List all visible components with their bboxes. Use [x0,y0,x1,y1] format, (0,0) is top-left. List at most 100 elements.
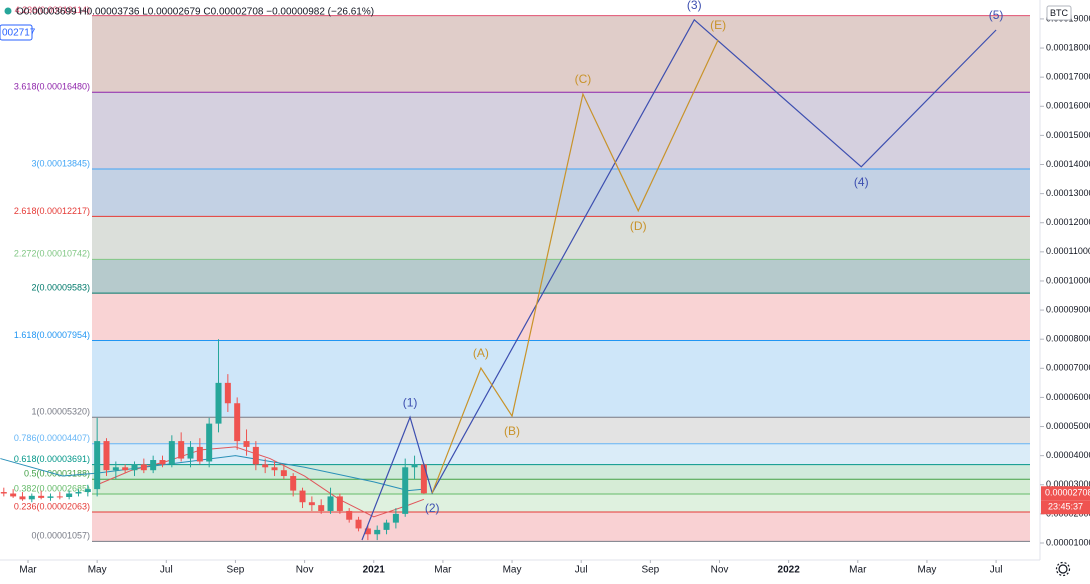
candle-body [383,522,390,530]
fib-label: 1.618(0.00007954) [14,330,90,340]
candle-body [262,464,269,468]
fib-label: 0.786(0.00004407) [14,433,90,443]
x-tick-label: May [917,565,936,576]
plot-area: 0(0.00001057) 0.236(0.00002063) 0.382(0.00… [0,0,1030,542]
x-tick-label: Mar [19,565,37,576]
fib-band [92,417,1030,444]
axes: 0.000010000.000020000.000030000.00004000… [19,13,1090,576]
y-tick-label: 0.00005000 [1046,421,1090,431]
fib-label: 2.618(0.00012217) [14,206,90,216]
candle-body [84,489,91,493]
y-tick-label: 0.00014000 [1046,159,1090,169]
candle-body [19,496,26,500]
candle-body [66,493,73,497]
fib-band [92,92,1030,170]
candle-body [374,529,381,535]
y-tick-label: 0.00017000 [1046,72,1090,82]
fib-label: 0(0.00001057) [31,531,90,541]
candle-body [346,510,353,520]
candle-body [168,441,175,465]
fib-label: 2.272(0.00010742) [14,249,90,259]
candle-body [318,505,325,511]
candle-body [103,441,110,471]
fib-label: 0.382(0.00002685) [14,483,90,493]
wave-label: (E) [710,18,726,32]
x-tick-label: Mar [434,565,452,576]
y-tick-label: 0.00015000 [1046,130,1090,140]
fib-label: 2(0.00009583) [31,282,90,292]
fib-label: 3.618(0.00016480) [14,82,90,92]
candle-body [252,446,259,465]
candle-body [271,467,278,471]
candle-body [234,403,241,442]
fib-label: 0.618(0.00003691) [14,454,90,464]
y-tick-label: 0.00008000 [1046,334,1090,344]
x-tick-label: Sep [227,565,245,576]
x-tick-label: Jul [160,565,173,576]
y-tick-label: 0.00012000 [1046,217,1090,227]
candle-body [112,467,119,471]
wave-line [431,39,719,494]
fib-band [92,493,1030,513]
candle-body [131,464,138,471]
fib-label: 4.236(0.00019114) [15,5,90,15]
countdown-label: 23:45:37 [1048,502,1083,512]
fib-band [92,443,1030,465]
x-tick-label: Jul [990,565,1003,576]
y-tick-label: 0.00007000 [1046,363,1090,373]
candle-body [140,464,147,471]
y-tick-label: 0.00004000 [1046,450,1090,460]
countdown-tag [1041,500,1090,515]
candle-body [75,492,82,494]
y-tick-label: 0.00006000 [1046,392,1090,402]
x-tick-label: 2021 [363,565,386,576]
wave-label: (D) [630,219,647,233]
fib-band [92,15,1030,93]
wave-line [361,18,997,541]
fib-label: 0.5(0.00003188) [24,469,90,479]
y-tick-label: 0.00013000 [1046,188,1090,198]
y-tick-label: 0.00010000 [1046,275,1090,285]
y-tick-label: 0.00001000 [1046,537,1090,547]
candle-body [364,528,371,535]
currency-badge[interactable] [1046,5,1072,21]
ohlc-header: O0.00003699 H0.00003736 L0.00002679 C0.0… [16,7,374,18]
candle-body [28,495,35,500]
x-tick-label: Sep [641,565,659,576]
fib-label: 1(0.00005320) [31,407,90,417]
x-tick-label: Jul [575,565,588,576]
fib-band [92,512,1030,542]
wave-label: (4) [854,175,869,189]
candle-body [0,492,7,494]
gear-teeth [1055,561,1071,577]
y-tick-label: 0.00009000 [1046,304,1090,314]
candle-body [290,476,297,491]
left-badge-text: 002717 [2,28,36,39]
candle-body [224,382,231,404]
candle-body [187,446,194,459]
candle-body [56,496,63,498]
currency-label: BTC [1050,8,1069,18]
left-badge[interactable] [0,24,33,41]
wave-label: (B) [504,424,520,438]
candle-body [206,423,213,462]
candle-body [336,496,343,511]
last-price-label: 0.00002708 [1045,488,1090,498]
gear-ring [1058,564,1068,574]
fib-band [92,216,1030,260]
candle-body [159,460,166,465]
candle-body [402,467,409,514]
wave-label: (1) [403,395,418,409]
wave-label: (5) [989,8,1004,22]
candle-body [327,496,334,511]
wave-label: (2) [425,501,440,515]
x-tick-label: Nov [711,565,729,576]
fib-band [92,464,1030,480]
candle-body [38,495,45,498]
candle-body [10,493,17,497]
candle-body [122,467,129,471]
settings-icon[interactable] [1055,561,1071,577]
wave-label: (C) [575,72,592,86]
y-tick-label: 0.00016000 [1046,101,1090,111]
